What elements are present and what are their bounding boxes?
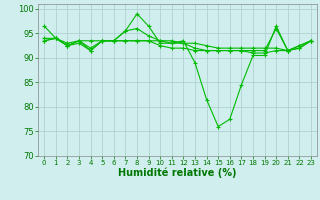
X-axis label: Humidité relative (%): Humidité relative (%) (118, 168, 237, 178)
